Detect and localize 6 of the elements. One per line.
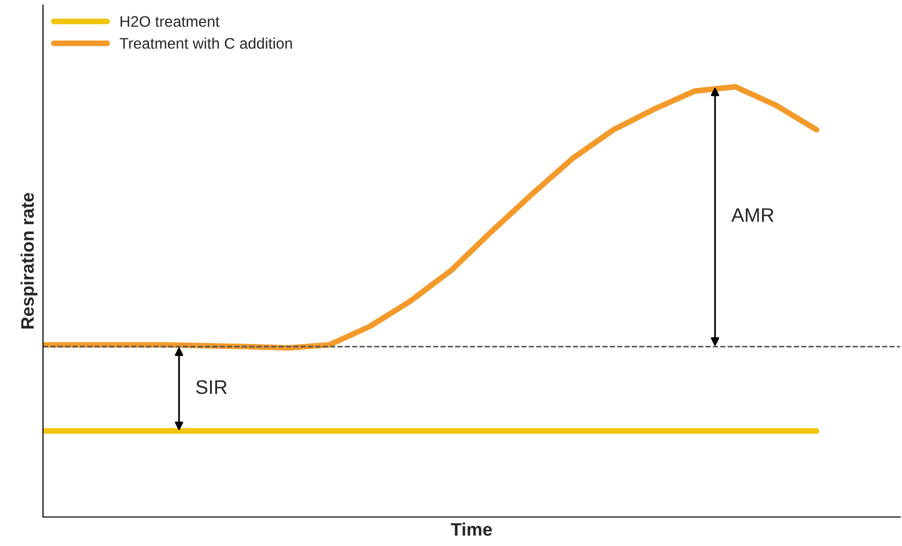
x-axis-title: Time [450, 522, 492, 536]
annotation: AMR [731, 208, 774, 222]
annotation: SIR [196, 380, 227, 394]
legend-label: H2O treatment [120, 16, 220, 27]
legend-label: Treatment with C addition [120, 38, 292, 49]
y-axis-title: Respiration rate [20, 192, 38, 329]
